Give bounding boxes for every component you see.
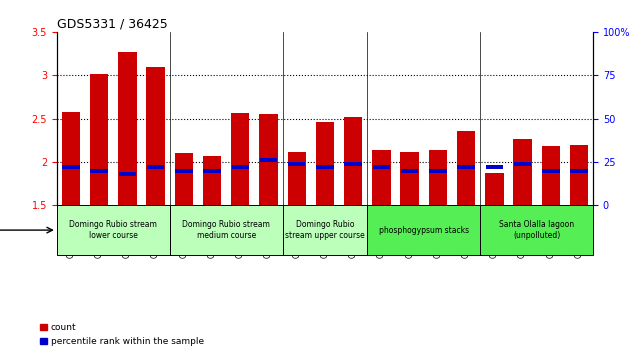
Bar	[457, 131, 475, 205]
Text: Domingo Rubio stream
lower course: Domingo Rubio stream lower course	[69, 221, 157, 240]
Bar	[283, 205, 367, 255]
Bar	[428, 150, 447, 205]
Bar	[232, 165, 249, 169]
Bar	[259, 114, 278, 205]
Bar	[316, 165, 334, 169]
Bar	[260, 158, 277, 162]
Bar	[316, 122, 334, 205]
Bar	[147, 165, 164, 169]
Bar	[175, 153, 193, 205]
Bar	[288, 152, 306, 205]
Bar	[486, 165, 503, 169]
Bar	[344, 117, 362, 205]
Bar	[62, 112, 80, 205]
Legend: count, percentile rank within the sample: count, percentile rank within the sample	[36, 320, 207, 349]
Bar	[90, 74, 109, 205]
Bar	[373, 165, 390, 169]
Bar	[288, 162, 305, 166]
Bar	[480, 205, 593, 255]
Bar	[90, 169, 108, 172]
Bar	[231, 113, 249, 205]
Bar	[118, 52, 136, 205]
Bar	[457, 165, 475, 169]
Bar	[57, 205, 170, 255]
Bar	[401, 169, 418, 172]
Bar	[372, 150, 391, 205]
Bar	[175, 169, 192, 172]
Bar	[570, 144, 588, 205]
Bar	[541, 146, 560, 205]
Bar	[170, 205, 283, 255]
Bar	[401, 152, 419, 205]
Text: Domingo Rubio
stream upper course: Domingo Rubio stream upper course	[285, 221, 365, 240]
Bar	[514, 138, 532, 205]
Bar	[485, 173, 504, 205]
Text: Domingo Rubio stream
medium course: Domingo Rubio stream medium course	[182, 221, 270, 240]
Text: Santa Olalla lagoon
(unpolluted): Santa Olalla lagoon (unpolluted)	[499, 221, 574, 240]
Bar	[570, 169, 587, 172]
Bar	[542, 169, 560, 172]
Bar	[367, 205, 480, 255]
Bar	[146, 67, 165, 205]
Text: phosphogypsum stacks: phosphogypsum stacks	[379, 225, 469, 235]
Bar	[203, 169, 221, 172]
Bar	[119, 172, 136, 176]
Bar	[514, 162, 531, 166]
Bar	[345, 162, 362, 166]
Bar	[62, 165, 80, 169]
Bar	[203, 156, 221, 205]
Bar	[429, 169, 447, 172]
Text: GDS5331 / 36425: GDS5331 / 36425	[57, 18, 168, 31]
